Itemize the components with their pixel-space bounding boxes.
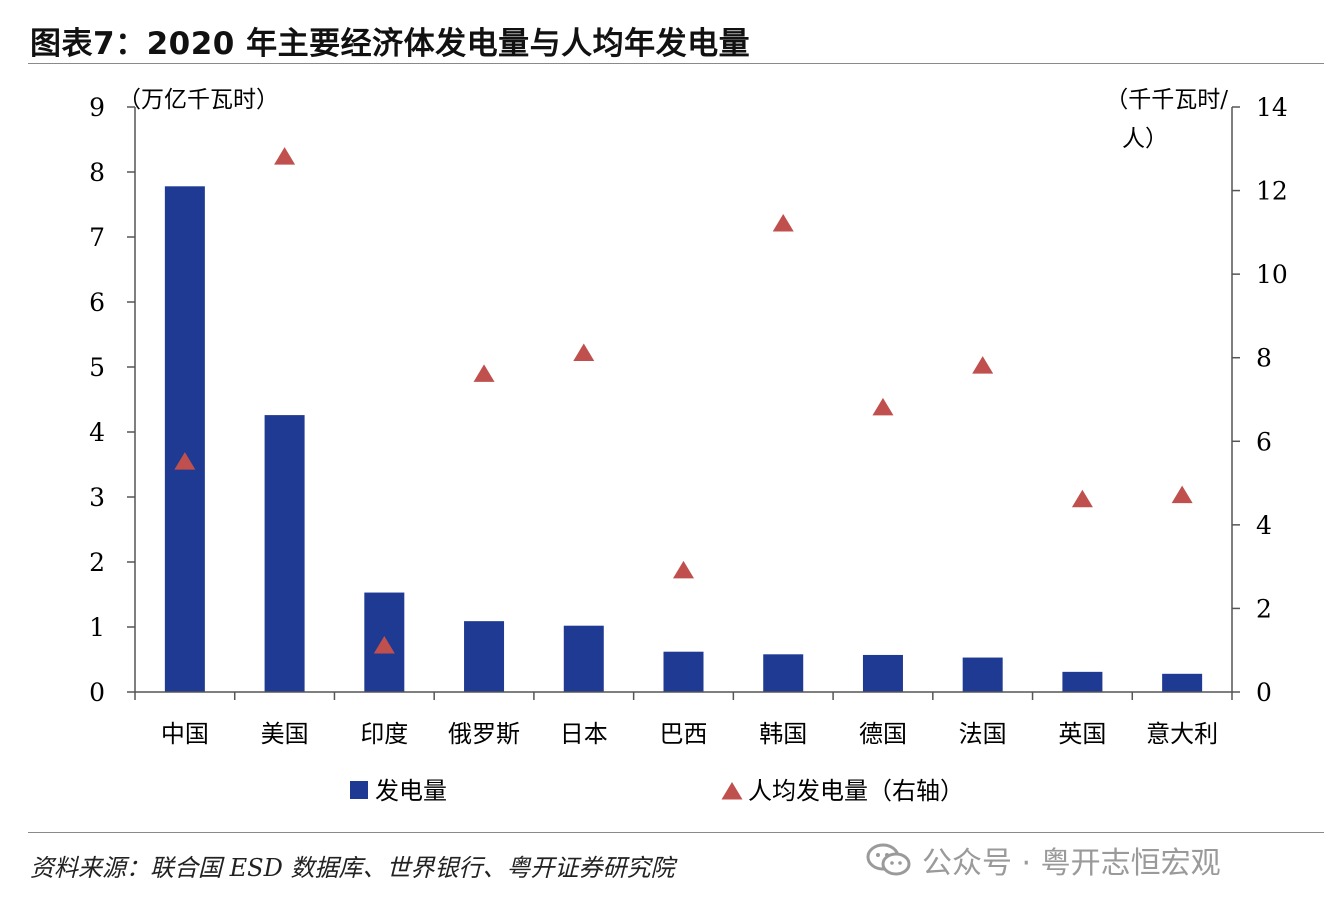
bar-英国 [1062,671,1103,692]
right-tick-label: 4 [1256,511,1272,540]
marker-美国 [274,147,296,165]
category-label: 中国 [161,720,209,748]
chart-title: 图表7：2020 年主要经济体发电量与人均年发电量 [30,26,751,62]
category-label: 韩国 [759,720,807,748]
bar-日本 [563,625,604,692]
category-label: 英国 [1058,720,1106,748]
category-label: 日本 [560,720,608,748]
bar-巴西 [663,651,704,692]
marker-法国 [972,356,994,374]
category-label: 德国 [859,720,907,748]
wechat-icon [866,843,911,876]
right-tick-label: 12 [1256,177,1288,206]
bar-美国 [264,415,305,692]
right-tick-label: 10 [1256,260,1288,289]
source-divider [28,832,1324,833]
right-tick-label: 14 [1256,93,1288,122]
category-label: 法国 [959,720,1007,748]
bar-法国 [962,657,1003,692]
right-tick-label: 2 [1256,594,1272,623]
left-axis-label: （万亿千瓦时） [118,87,279,113]
bar-series [164,186,1203,693]
source-note: 资料来源：联合国 ESD 数据库、世界银行、粤开证券研究院 [30,854,675,882]
category-label: 美国 [261,720,309,748]
category-label: 意大利 [1146,720,1218,748]
legend-bar-label: 发电量 [375,777,447,805]
right-tick-label: 6 [1256,427,1272,456]
legend-bar-swatch [350,781,368,799]
left-tick-label: 8 [89,158,105,187]
bar-中国 [164,186,205,693]
marker-俄罗斯 [473,364,495,382]
left-tick-label: 9 [89,93,105,122]
marker-意大利 [1171,485,1193,504]
marker-日本 [573,343,595,362]
watermark: 公众号 · 粤开志恒宏观 [866,838,1221,882]
left-tick-label: 0 [89,678,105,707]
right-axis-label: （千千瓦时/ [1105,87,1228,113]
category-label: 印度 [360,720,408,748]
right-axis-label-line2: 人） [1122,126,1168,152]
title-divider [28,63,1324,64]
left-tick-label: 4 [89,418,105,447]
legend-triangle-swatch [721,782,743,800]
legend-triangle-label: 人均发电量（右轴） [748,777,964,805]
category-label: 俄罗斯 [448,720,520,748]
bar-韩国 [763,654,804,692]
marker-印度 [373,636,395,654]
left-tick-label: 2 [89,548,105,577]
marker-series [174,147,1193,654]
left-tick-label: 7 [89,223,105,252]
watermark-text: 公众号 · 粤开志恒宏观 [922,846,1221,881]
left-tick-label: 6 [89,288,105,317]
marker-中国 [174,452,196,470]
right-tick-label: 8 [1256,344,1272,373]
category-labels: 中国 美国 印度 俄罗斯 日本 巴西 韩国 德国 法国 英国 意大利 [161,720,1218,748]
right-tick-label: 0 [1256,678,1272,707]
left-tick-label: 1 [89,613,105,642]
marker-韩国 [772,214,794,232]
bar-俄罗斯 [464,621,505,692]
bar-意大利 [1162,673,1203,692]
axes [127,106,1240,700]
legend: 发电量 人均发电量（右轴） [350,777,964,805]
marker-英国 [1071,489,1093,508]
left-tick-label: 5 [89,353,105,382]
category-label: 巴西 [660,720,708,748]
marker-巴西 [673,560,694,579]
marker-德国 [872,397,894,416]
left-tick-label: 3 [89,483,105,512]
bar-德国 [862,654,903,692]
